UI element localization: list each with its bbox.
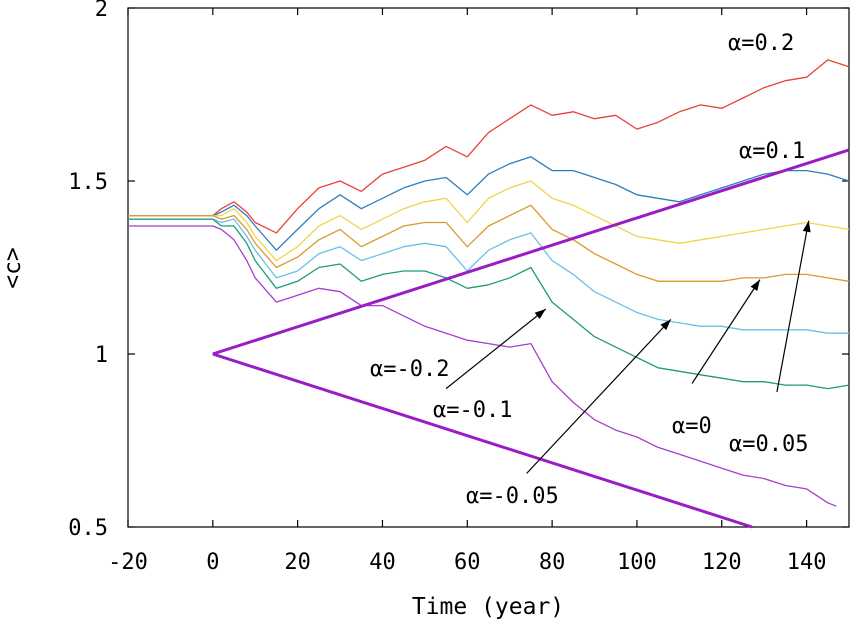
x-tick-label: 140 — [787, 550, 827, 575]
series-line-alpha_0 — [128, 204, 850, 282]
arrow-alpha-neg0.1 — [445, 308, 547, 390]
x-axis-ticks: -20 0 20 40 60 80 100 120 140 — [108, 8, 826, 575]
annotation-alpha-neg0.1: α=-0.1 — [433, 398, 512, 423]
y-tick-label: 2 — [95, 0, 108, 22]
series-line-envelope — [212, 148, 850, 356]
x-tick-label: 0 — [206, 550, 219, 575]
series-line-alpha_-0.2 — [128, 225, 837, 507]
x-tick-label: -20 — [108, 550, 148, 575]
annotation-alpha-0.2: α=0.2 — [728, 31, 794, 56]
annotation-alpha-0.05: α=0.05 — [729, 432, 808, 457]
series-line-alpha_0.1 — [128, 156, 850, 251]
x-tick-label: 60 — [454, 550, 481, 575]
x-tick-label: 120 — [702, 550, 742, 575]
series-line-envelope — [212, 352, 753, 529]
y-tick-label: 0.5 — [68, 516, 108, 541]
arrow-alpha-neg0.1-head — [534, 309, 546, 320]
y-tick-label: 1 — [95, 343, 108, 368]
annotation-alpha-neg0.2: α=-0.2 — [370, 357, 449, 382]
arrow-alpha-neg0.05-head — [660, 319, 671, 331]
x-tick-label: 80 — [539, 550, 566, 575]
series-line-alpha_-0.1 — [128, 218, 850, 390]
annotation-arrows — [445, 220, 811, 474]
arrow-alpha-0.05-head — [802, 220, 811, 233]
y-tick-label: 1.5 — [68, 170, 108, 195]
x-tick-label: 20 — [284, 550, 311, 575]
arrow-alpha-0 — [691, 279, 761, 384]
annotation-alpha-0.1: α=0.1 — [739, 139, 805, 164]
series-line-alpha_0.05 — [128, 180, 850, 262]
y-axis-ticks: 0.5 1 1.5 2 — [68, 0, 849, 541]
x-tick-label: 40 — [369, 550, 396, 575]
arrow-alpha-neg0.05 — [526, 318, 672, 474]
annotation-alpha-neg0.05: α=-0.05 — [466, 484, 559, 509]
x-axis-label: Time (year) — [412, 594, 564, 620]
y-axis-label: <c> — [0, 247, 26, 289]
annotation-alpha-0: α=0 — [672, 414, 712, 439]
plot-frame — [127, 7, 850, 528]
arrow-alpha-0.05 — [776, 220, 810, 393]
series-line-alpha_0.2 — [128, 59, 850, 234]
x-tick-label: 100 — [617, 550, 657, 575]
arrow-alpha-0-head — [750, 279, 760, 292]
